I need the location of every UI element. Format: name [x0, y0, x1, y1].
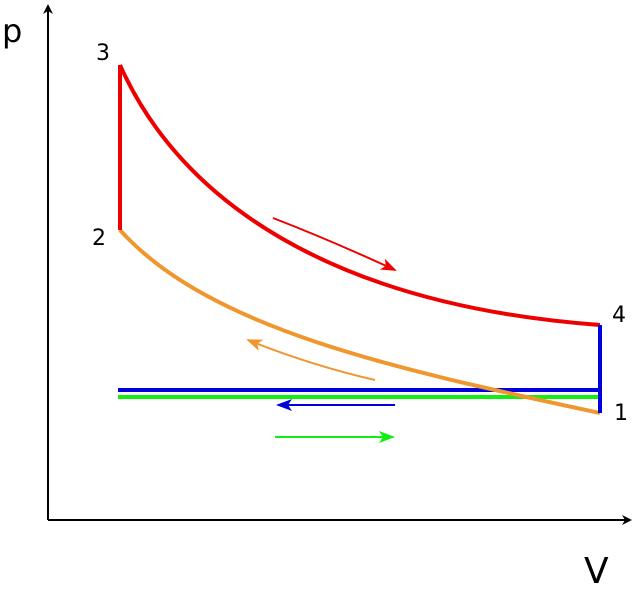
- y-axis-label: p: [2, 12, 22, 50]
- x-axis-label: V: [584, 551, 609, 592]
- point-label: 2: [92, 226, 106, 251]
- expansion-arrow: [272, 217, 397, 271]
- point-label: 4: [612, 303, 626, 328]
- expansion-curve: [118, 64, 601, 327]
- compression-curve: [118, 228, 601, 415]
- point-label: 3: [96, 41, 110, 66]
- compression-arrow: [246, 339, 376, 381]
- point-label: 1: [614, 401, 628, 426]
